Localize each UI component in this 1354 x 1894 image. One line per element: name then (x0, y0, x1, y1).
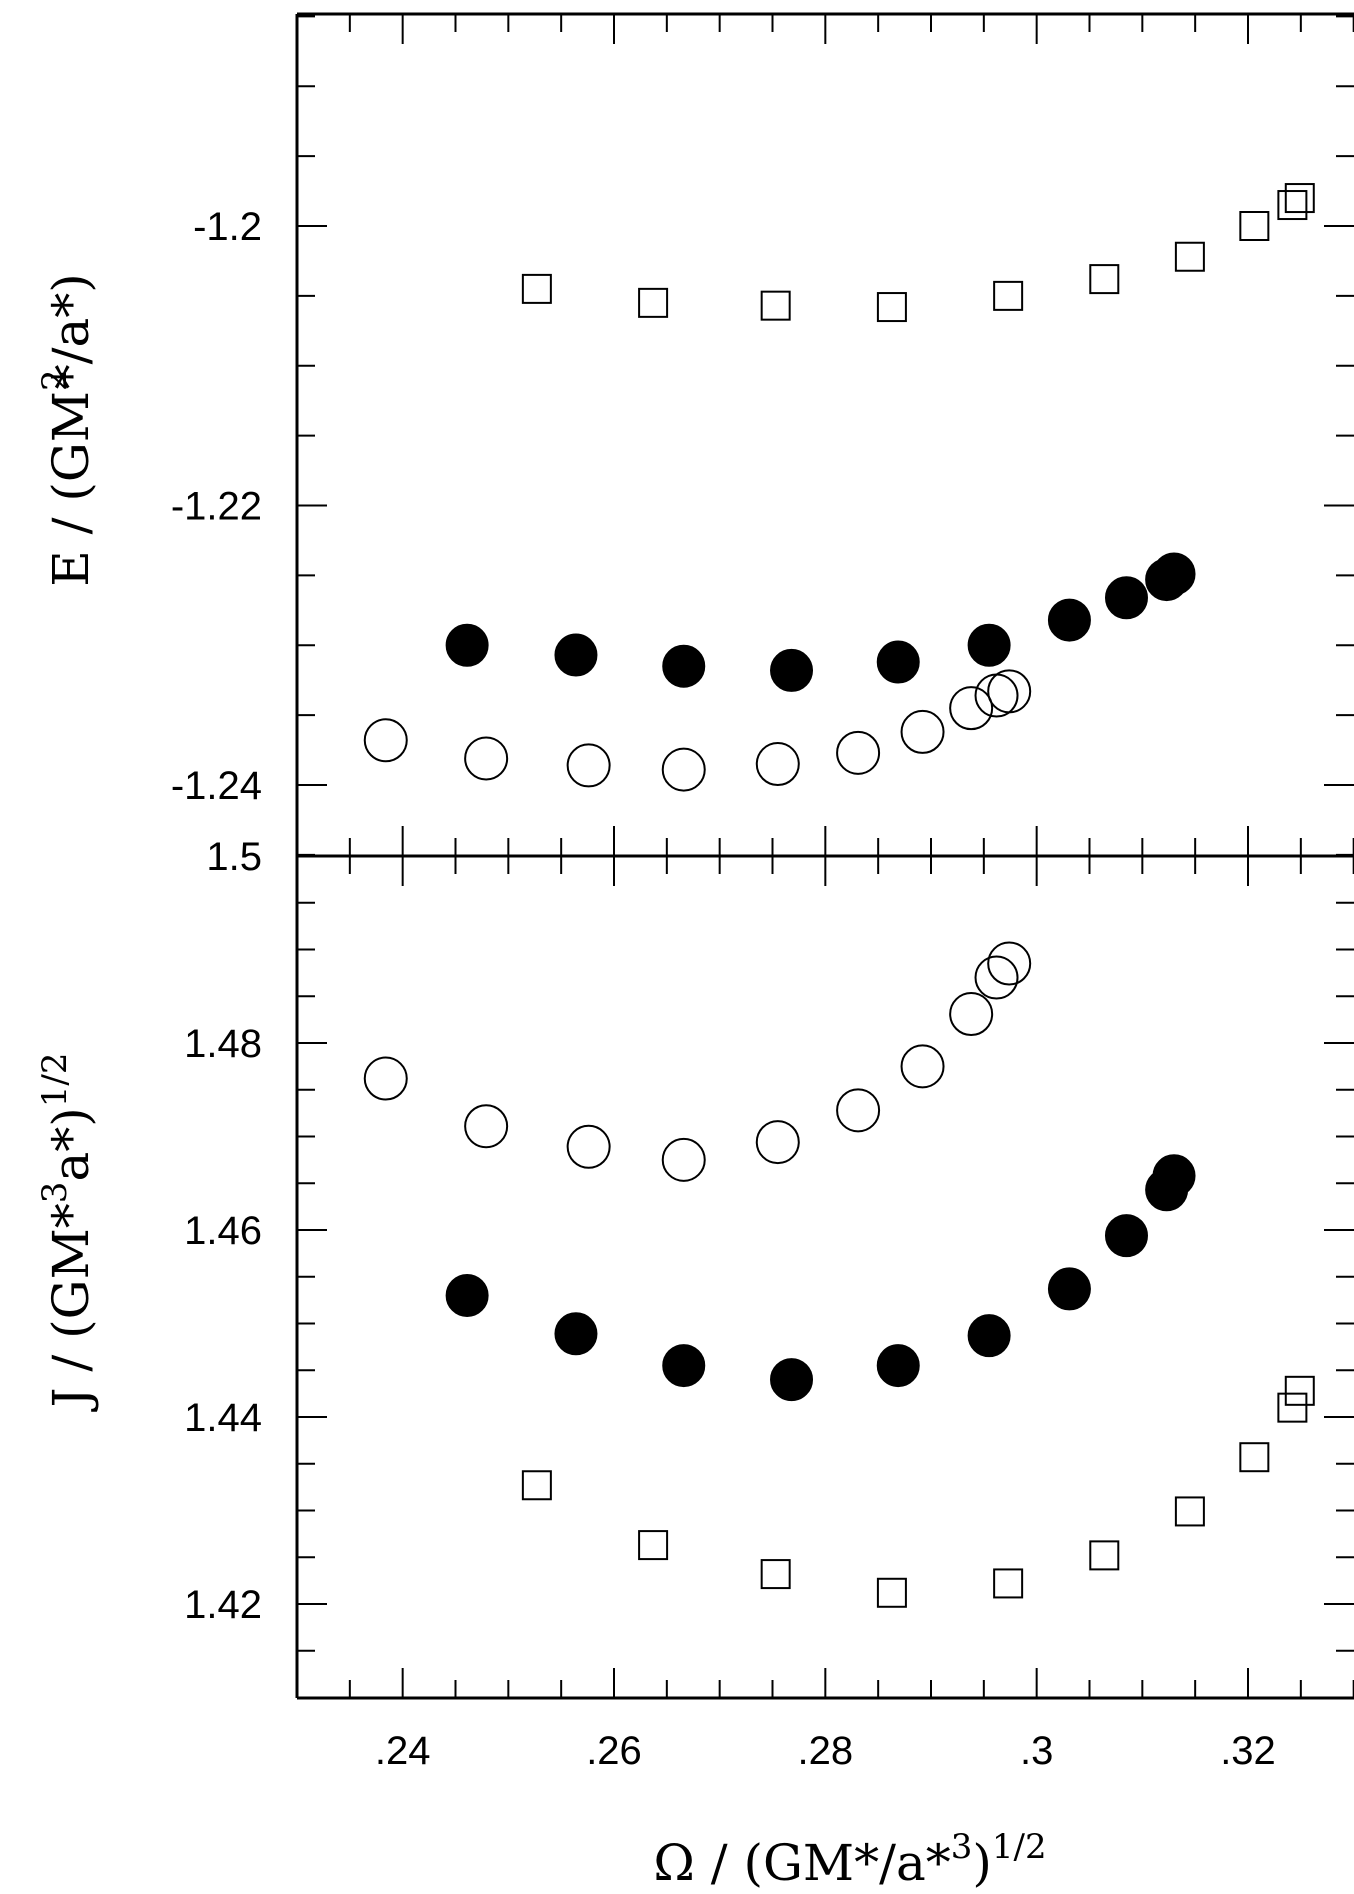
open-circle-point (900, 1044, 945, 1089)
open-circle-point (755, 742, 800, 787)
open-circle-point (949, 992, 994, 1037)
filled-circle-point (662, 644, 706, 688)
open-circle-point (755, 1120, 800, 1165)
open-circle-point (987, 941, 1032, 986)
filled-circle-point (445, 623, 489, 667)
open-circle-point (987, 669, 1032, 714)
open-circle-point (661, 1137, 706, 1182)
data-points (363, 183, 1315, 1608)
filled-circle-point (876, 640, 920, 684)
open-square-point (1277, 190, 1308, 221)
bottom-y-axis-label: J / (GM*3a*)1/2 (35, 1052, 100, 1412)
open-circle-point (464, 1104, 509, 1149)
open-square-point (638, 287, 669, 318)
open-square-point (993, 280, 1024, 311)
x-tick-label: .28 (798, 1729, 854, 1773)
y-tick-label: -1.24 (171, 764, 262, 808)
open-circle-point (974, 955, 1019, 1000)
open-square-point (1089, 1540, 1120, 1571)
filled-circle-point (1047, 598, 1091, 642)
open-circle-point (464, 736, 509, 781)
open-circle-point (836, 1088, 881, 1133)
open-circle-point (974, 673, 1019, 718)
open-circle-point (661, 747, 706, 792)
y-tick-label: 1.42 (184, 1583, 262, 1627)
tick-labels: -1.2 -1.22 -1.24 1.5 1.48 1.46 1.44 1.42 .24 .26.… (171, 205, 1276, 1773)
open-square-point (1174, 241, 1205, 272)
filled-circle-point (967, 623, 1011, 667)
x-tick-label: .32 (1220, 1729, 1276, 1773)
open-square-point (1284, 183, 1315, 214)
open-square-point (1089, 264, 1120, 295)
open-square-point (1174, 1496, 1205, 1527)
axis-ticks (297, 14, 1354, 1699)
x-tick-label: .26 (586, 1729, 642, 1773)
x-tick-label: .24 (375, 1729, 431, 1773)
open-circle-point (900, 709, 945, 754)
open-circle-point (363, 718, 408, 763)
open-square-point (993, 1568, 1024, 1599)
open-square-point (1239, 211, 1270, 241)
top-y-axis-label: E / (GM2*/a*) (35, 273, 100, 587)
x-axis-label: Ω / (GM*/a*3)1/2 (653, 1827, 1046, 1892)
open-square-point (760, 290, 791, 321)
filled-circle-point (876, 1344, 920, 1388)
open-square-point (1277, 1392, 1308, 1423)
filled-circle-point (1152, 552, 1196, 596)
open-circle-point (836, 730, 881, 775)
open-circle-point (949, 686, 994, 731)
filled-circle-point (967, 1314, 1011, 1358)
open-circle-point (566, 743, 611, 788)
open-square-point (521, 1470, 552, 1501)
y-tick-label: -1.2 (193, 205, 262, 249)
open-square-point (876, 1577, 907, 1608)
open-square-point (638, 1530, 669, 1561)
filled-circle-point (1152, 1154, 1196, 1198)
y-tick-label: -1.22 (171, 485, 262, 529)
y-tick-label: 1.5 (206, 835, 262, 879)
filled-circle-point (770, 648, 814, 692)
axis-labels: E / (GM2*/a*) J / (GM*3a*)1/2 Ω / (GM*/a… (35, 273, 1047, 1892)
open-square-point (876, 292, 907, 323)
filled-circle-point (662, 1344, 706, 1388)
y-tick-label: 1.48 (184, 1022, 262, 1066)
open-circle-point (363, 1056, 408, 1101)
open-circle-point (566, 1124, 611, 1169)
y-tick-label: 1.44 (184, 1396, 262, 1440)
open-square-point (760, 1559, 791, 1590)
filled-circle-point (554, 1312, 598, 1356)
filled-circle-point (770, 1358, 814, 1402)
open-square-point (1284, 1375, 1315, 1406)
y-tick-label: 1.46 (184, 1209, 262, 1253)
filled-circle-point (445, 1273, 489, 1317)
filled-circle-point (1104, 576, 1148, 620)
filled-circle-point (1047, 1267, 1091, 1311)
x-tick-label: .3 (1020, 1729, 1053, 1773)
filled-circle-point (1104, 1214, 1148, 1258)
open-square-point (521, 273, 552, 304)
open-square-point (1239, 1442, 1270, 1473)
filled-circle-point (554, 633, 598, 677)
